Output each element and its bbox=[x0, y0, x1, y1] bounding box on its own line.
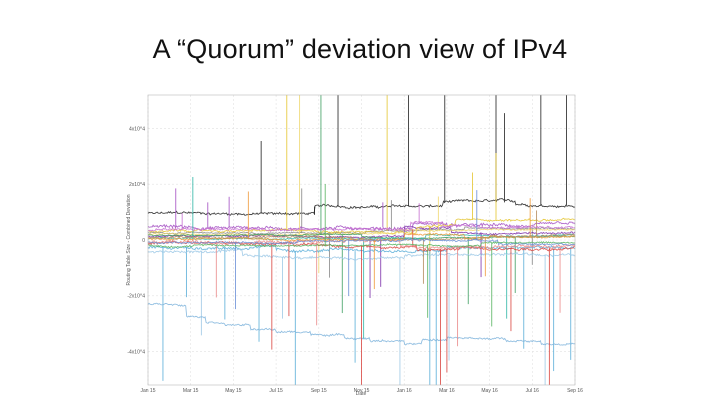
y-tick-label: -4x10^4 bbox=[127, 349, 145, 355]
x-tick-label: May 15 bbox=[225, 388, 242, 394]
x-tick-label: Sep 16 bbox=[567, 388, 583, 394]
y-tick-label: 4x10^4 bbox=[129, 126, 145, 132]
series-line bbox=[147, 237, 576, 250]
x-tick-label: Sep 15 bbox=[311, 388, 327, 394]
series-line bbox=[147, 233, 576, 242]
series bbox=[147, 243, 576, 385]
y-tick-label: 0 bbox=[142, 238, 145, 244]
x-tick-label: Jul 15 bbox=[269, 388, 283, 394]
series-line bbox=[147, 238, 576, 246]
series-line bbox=[147, 240, 576, 249]
x-tick-label: Mar 15 bbox=[183, 388, 199, 394]
x-tick-label: May 16 bbox=[481, 388, 498, 394]
series bbox=[147, 183, 576, 327]
y-axis-label: Routing Table Size - Combined Deviation bbox=[126, 194, 132, 285]
x-tick-label: Jul 16 bbox=[526, 388, 540, 394]
series-line bbox=[147, 220, 576, 233]
series bbox=[147, 210, 576, 284]
series bbox=[147, 203, 576, 233]
y-tick-label: 2x10^4 bbox=[129, 182, 145, 188]
series bbox=[147, 95, 576, 274]
y-axis-ticks: 4x10^4 2x10^4 0 -2x10^4 -4x10^4 bbox=[127, 126, 145, 355]
x-tick-label: Jan 16 bbox=[397, 388, 412, 394]
x-axis-ticks: Jan 15 Mar 15 May 15 Jul 15 Sep 15 Nov 15 Jan … bbox=[140, 388, 583, 394]
plot-frame bbox=[147, 94, 576, 386]
series-layer bbox=[147, 95, 576, 385]
series bbox=[147, 237, 576, 347]
x-tick-label: Nov 15 bbox=[354, 388, 370, 394]
series bbox=[148, 95, 576, 259]
series-line bbox=[147, 198, 576, 216]
x-tick-label: Jan 15 bbox=[140, 388, 155, 394]
x-axis-label: Date bbox=[356, 391, 367, 397]
series bbox=[147, 190, 576, 310]
slide-title: A “Quorum” deviation view of IPv4 bbox=[152, 34, 568, 64]
x-tick-label: Mar 16 bbox=[439, 388, 455, 394]
series-line bbox=[147, 228, 576, 237]
series-line bbox=[148, 217, 576, 235]
y-tick-label: -2x10^4 bbox=[127, 294, 145, 300]
series bbox=[147, 95, 576, 216]
